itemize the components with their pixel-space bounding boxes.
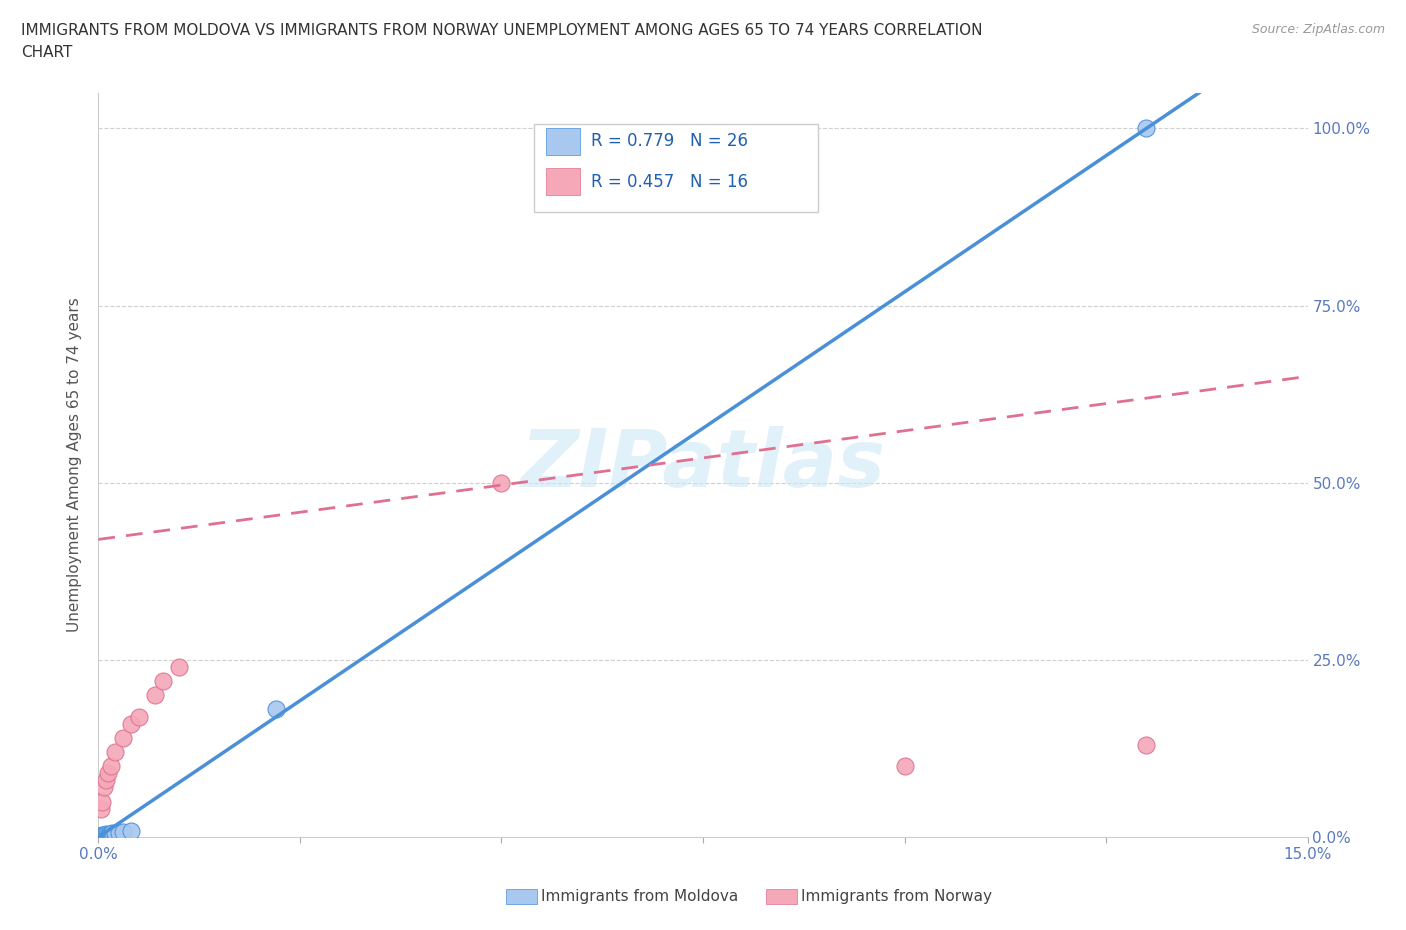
Point	[96, 828, 118, 843]
FancyBboxPatch shape	[534, 125, 818, 212]
Point	[167, 659, 190, 674]
Point	[100, 828, 122, 843]
Point	[111, 730, 134, 745]
Text: Source: ZipAtlas.com: Source: ZipAtlas.com	[1251, 23, 1385, 36]
Point	[94, 829, 117, 844]
Point	[96, 773, 118, 788]
Point	[264, 702, 287, 717]
Point	[1135, 121, 1157, 136]
Point	[101, 826, 124, 841]
Point	[491, 475, 513, 490]
Point	[1135, 737, 1157, 752]
Point	[101, 828, 124, 843]
Point	[90, 802, 112, 817]
Point	[103, 827, 125, 842]
Point	[120, 716, 142, 731]
Y-axis label: Unemployment Among Ages 65 to 74 years: Unemployment Among Ages 65 to 74 years	[67, 298, 83, 632]
Point	[90, 828, 112, 843]
Text: Immigrants from Moldova: Immigrants from Moldova	[541, 889, 738, 904]
Point	[91, 828, 114, 843]
Point	[98, 827, 121, 842]
Point	[93, 828, 115, 843]
Point	[120, 823, 142, 838]
FancyBboxPatch shape	[546, 168, 579, 195]
Point	[97, 828, 120, 843]
Point	[103, 826, 125, 841]
Point	[97, 828, 120, 843]
Point	[90, 829, 112, 844]
FancyBboxPatch shape	[546, 128, 579, 154]
Point	[97, 765, 120, 780]
Text: Immigrants from Norway: Immigrants from Norway	[801, 889, 993, 904]
Point	[94, 828, 117, 843]
Point	[893, 759, 915, 774]
Point	[152, 673, 174, 688]
Point	[91, 794, 114, 809]
Point	[91, 829, 114, 844]
Text: IMMIGRANTS FROM MOLDOVA VS IMMIGRANTS FROM NORWAY UNEMPLOYMENT AMONG AGES 65 TO : IMMIGRANTS FROM MOLDOVA VS IMMIGRANTS FR…	[21, 23, 983, 38]
Point	[91, 828, 114, 843]
Text: ZIPatlas: ZIPatlas	[520, 426, 886, 504]
Point	[128, 709, 150, 724]
Point	[89, 828, 111, 843]
Point	[143, 688, 166, 703]
Text: R = 0.779   N = 26: R = 0.779 N = 26	[591, 132, 748, 151]
Point	[100, 827, 122, 842]
Point	[96, 827, 118, 842]
Point	[96, 828, 118, 843]
Point	[93, 780, 115, 795]
Text: R = 0.457   N = 16: R = 0.457 N = 16	[591, 173, 748, 191]
Text: CHART: CHART	[21, 45, 73, 60]
Point	[100, 759, 122, 774]
Point	[111, 825, 134, 840]
Point	[107, 825, 129, 840]
Point	[103, 745, 125, 760]
